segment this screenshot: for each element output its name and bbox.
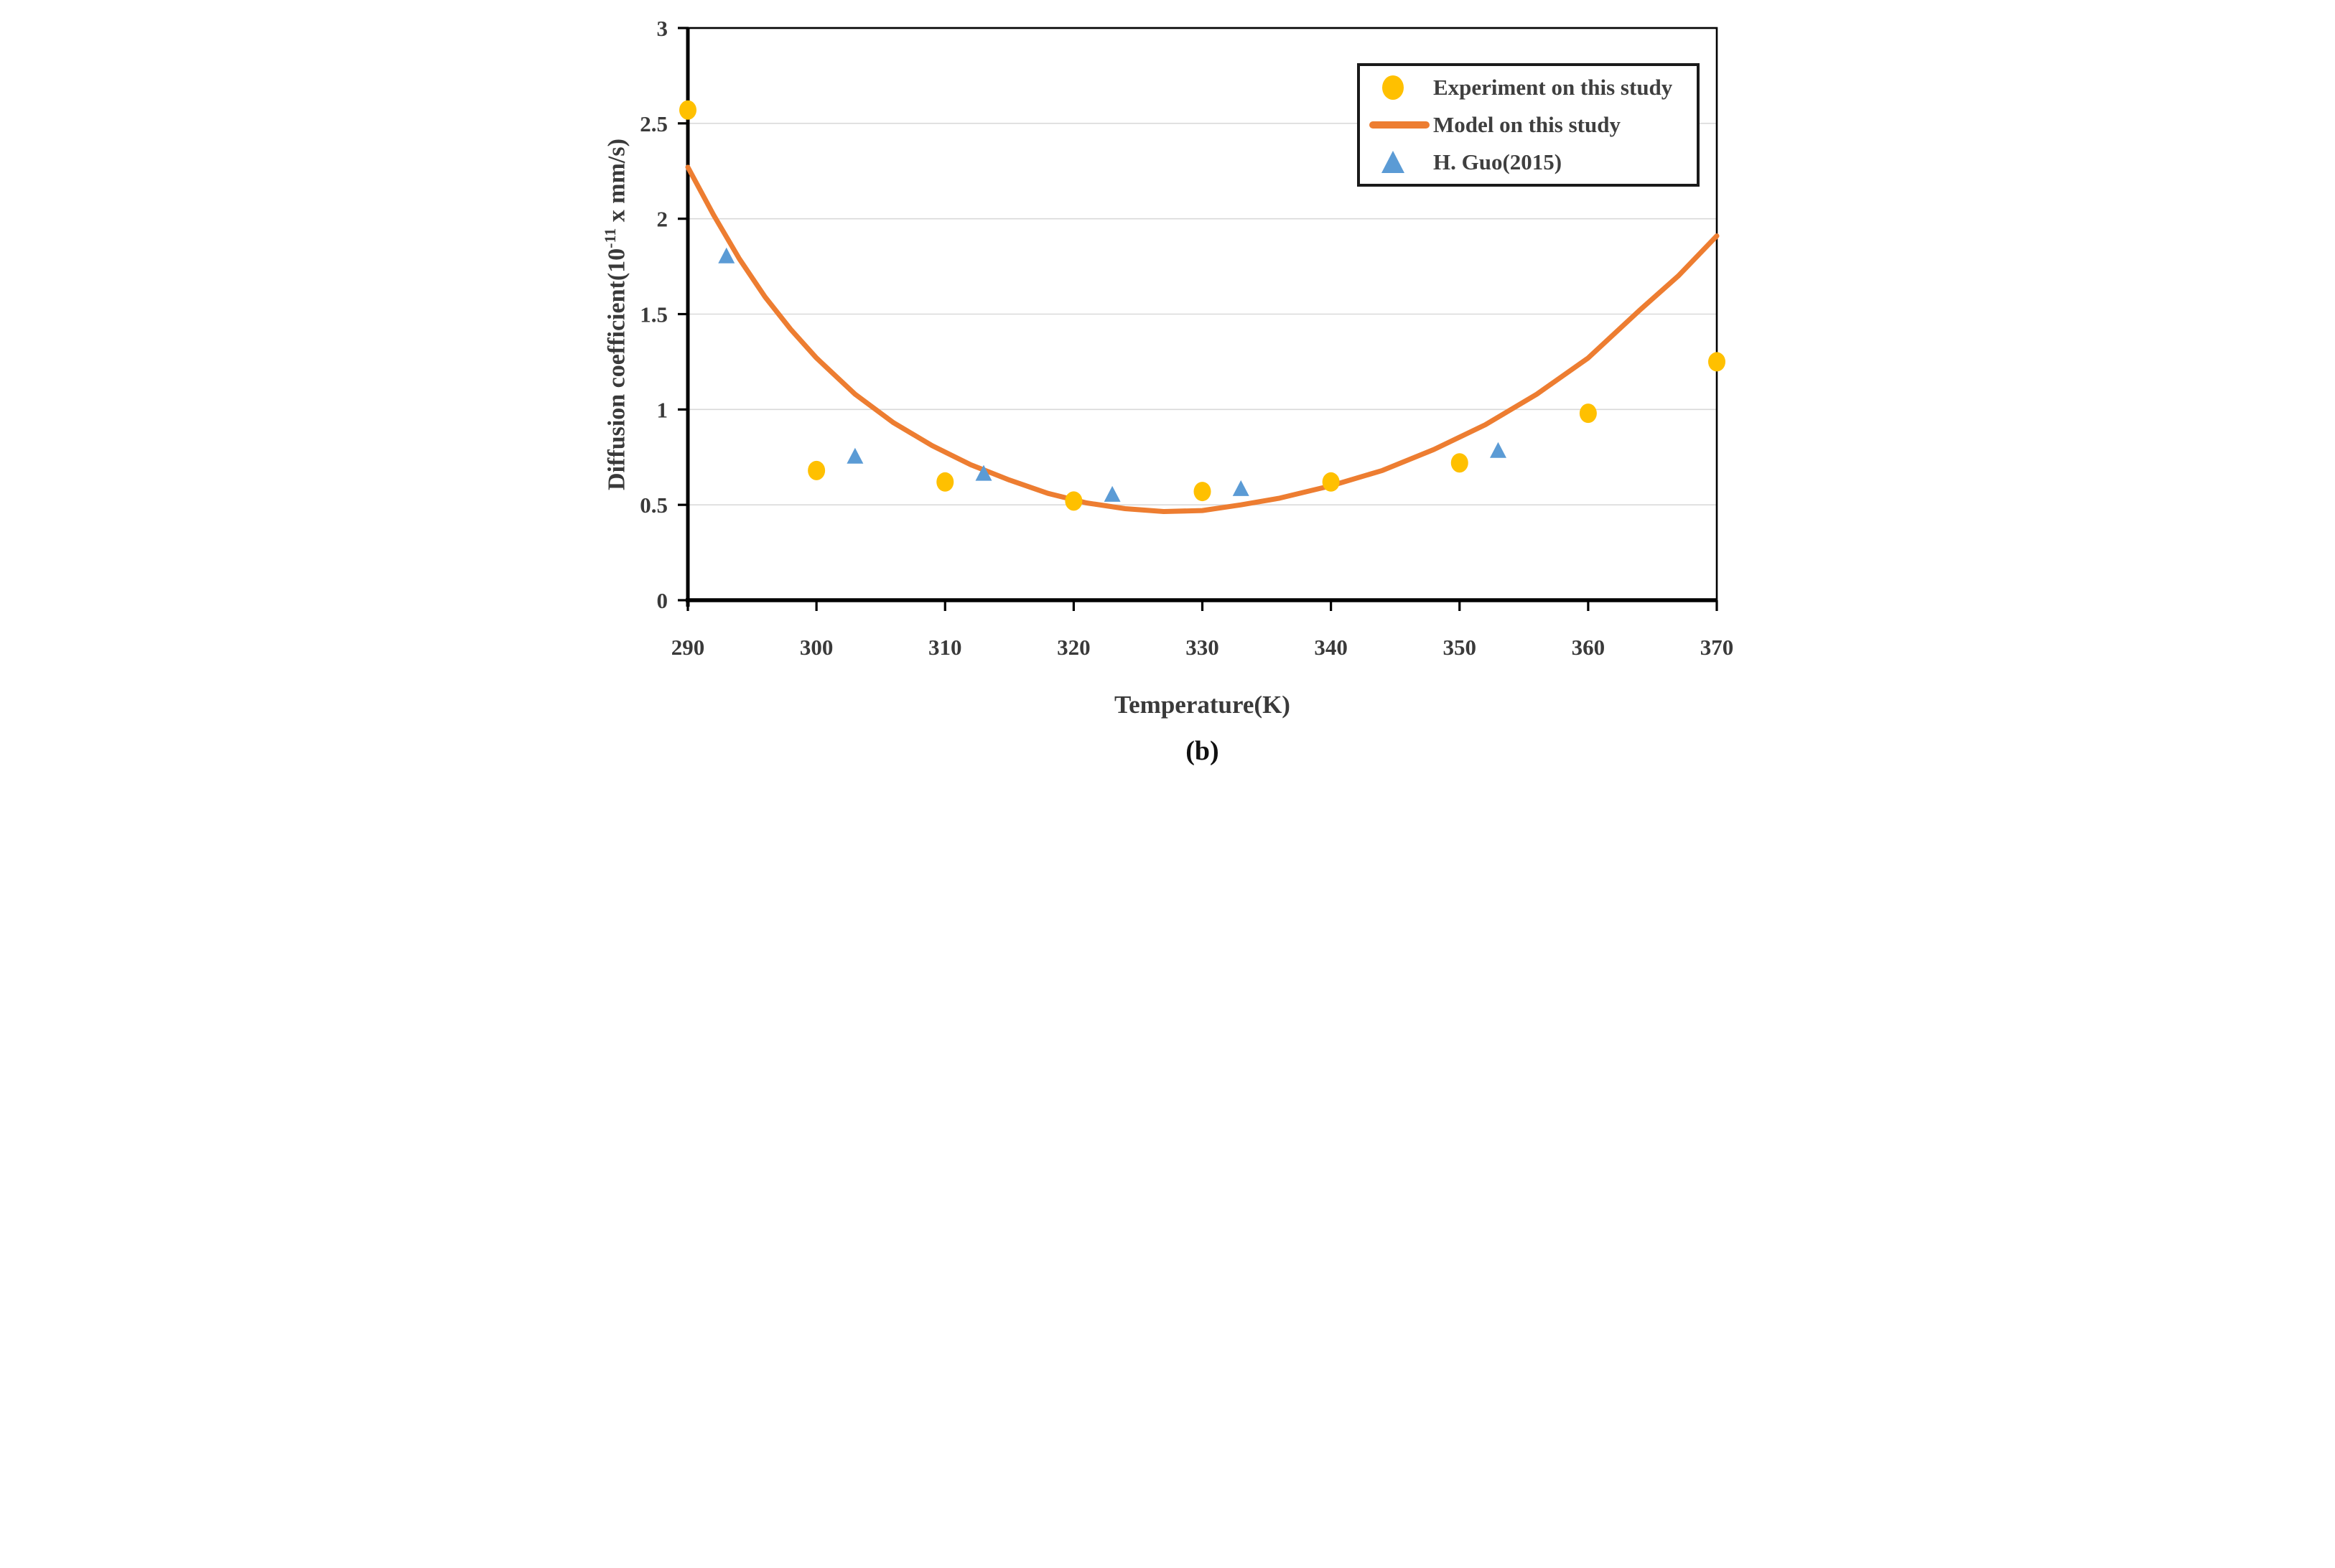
legend-row-experiment: Experiment on this study xyxy=(1367,72,1690,103)
x-tick-label: 330 xyxy=(1185,635,1219,660)
x-axis-label: Temperature(K) xyxy=(1114,691,1290,719)
experiment-point xyxy=(808,460,826,480)
legend-row-guo: H. Guo(2015) xyxy=(1367,146,1690,178)
plot-svg: 0 0.5 1 1.5 2 2.5 3 290 300 310 320 330 340 350 360 370 xyxy=(640,16,1734,660)
legend-label-experiment: Experiment on this study xyxy=(1433,75,1673,100)
guo-point xyxy=(1104,485,1121,502)
experiment-circle-icon xyxy=(1382,75,1404,100)
experiment-point xyxy=(1579,403,1597,424)
guo-triangle-shape xyxy=(1381,151,1404,173)
x-tick-label: 320 xyxy=(1057,635,1091,660)
y-tick-label: 2 xyxy=(657,207,668,232)
y-tick-label: 1.5 xyxy=(640,302,668,327)
legend-row-model: Model on this study xyxy=(1367,109,1690,141)
y-tick-label: 0.5 xyxy=(640,493,668,518)
figure-container: 0 0.5 1 1.5 2 2.5 3 290 300 310 320 330 340 350 360 370… xyxy=(584,0,1751,784)
experiment-point xyxy=(1065,491,1083,511)
x-tick-label: 340 xyxy=(1314,635,1348,660)
guo-point xyxy=(718,247,735,263)
x-tick-label: 300 xyxy=(800,635,834,660)
model-line-icon xyxy=(1369,121,1430,129)
guo-triangle-icon xyxy=(1381,151,1404,173)
x-tick-label: 370 xyxy=(1700,635,1734,660)
legend-box: Experiment on this study Model on this s… xyxy=(1357,63,1700,187)
experiment-point xyxy=(936,472,954,492)
y-axis-label-superscript: -11 xyxy=(601,228,619,248)
y-tick-label: 3 xyxy=(657,16,668,41)
x-tick-label: 290 xyxy=(671,635,705,660)
guo-point xyxy=(975,465,992,481)
x-tick-label: 350 xyxy=(1443,635,1477,660)
experiment-point xyxy=(679,100,696,120)
y-tick-label: 2.5 xyxy=(640,111,668,136)
x-tick-label: 310 xyxy=(928,635,962,660)
y-axis-label-suffix: x mm/s) xyxy=(603,139,630,228)
legend-label-guo: H. Guo(2015) xyxy=(1433,149,1562,174)
y-tick-label: 0 xyxy=(657,588,668,613)
guo-point xyxy=(1232,480,1249,496)
experiment-point xyxy=(1322,472,1340,492)
model-curve xyxy=(685,164,1720,514)
y-axis-label-prefix: Diffusion coefficient(10 xyxy=(603,248,630,490)
experiment-circle-shape xyxy=(1382,75,1404,100)
experiment-point xyxy=(1193,482,1211,502)
y-tick-label: 1 xyxy=(657,397,668,422)
experiment-point xyxy=(1450,453,1468,473)
experiment-point xyxy=(1708,352,1725,372)
guo-point xyxy=(847,447,864,464)
figure-caption: (b) xyxy=(1185,736,1219,766)
guo-point xyxy=(1489,442,1506,458)
legend-label-model: Model on this study xyxy=(1433,112,1621,137)
x-tick-label: 360 xyxy=(1572,635,1605,660)
y-axis-label: Diffusion coefficient(10-11 x mm/s) xyxy=(595,27,630,602)
